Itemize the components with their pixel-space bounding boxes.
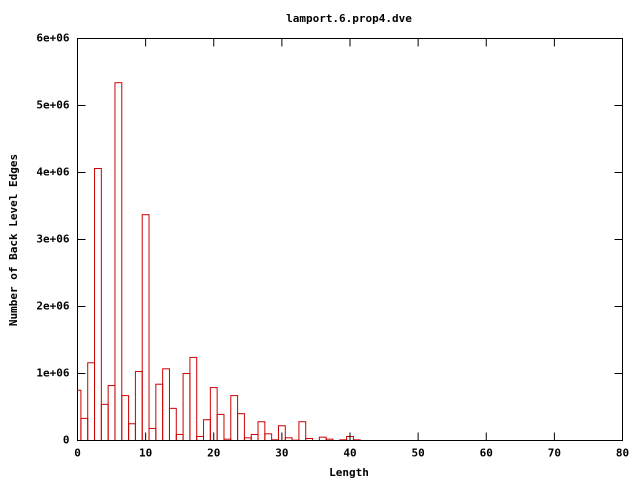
bar <box>115 83 122 441</box>
y-axis-label: Number of Back Level Edges <box>7 154 20 326</box>
bar <box>183 374 190 441</box>
x-tick-label: 40 <box>343 447 356 460</box>
y-tick-label: 5e+06 <box>36 99 69 112</box>
x-tick-label: 30 <box>275 447 288 460</box>
bar <box>108 386 115 441</box>
bar <box>163 369 170 441</box>
bar <box>135 371 142 440</box>
x-tick-label: 70 <box>548 447 561 460</box>
bar <box>251 434 258 440</box>
bars <box>74 83 360 441</box>
bar <box>319 437 326 440</box>
bar <box>231 396 238 441</box>
y-tick-label: 1e+06 <box>36 367 69 380</box>
bar <box>149 428 156 440</box>
chart-title: lamport.6.prop4.dve <box>286 12 412 25</box>
x-tick-label: 80 <box>616 447 629 460</box>
bar <box>169 408 176 440</box>
bar <box>156 384 163 440</box>
bar <box>122 396 129 441</box>
x-tick-label: 10 <box>139 447 152 460</box>
x-tick-label: 60 <box>480 447 493 460</box>
y-tick-label: 3e+06 <box>36 233 69 246</box>
bar <box>129 424 136 441</box>
bar <box>265 434 272 441</box>
bar <box>88 363 95 441</box>
bar <box>81 418 88 440</box>
y-tick-label: 6e+06 <box>36 32 69 45</box>
x-axis-label: Length <box>329 466 369 479</box>
x-tick-label: 20 <box>207 447 220 460</box>
bar <box>142 215 149 441</box>
bar <box>95 168 102 440</box>
bar <box>190 357 197 440</box>
x-tick-label: 50 <box>412 447 425 460</box>
bar <box>258 422 265 441</box>
plot-frame <box>78 39 623 441</box>
bar <box>101 404 108 440</box>
bar <box>299 422 306 441</box>
y-tick-label: 4e+06 <box>36 166 69 179</box>
bar <box>197 436 204 440</box>
bar <box>238 414 245 441</box>
y-tick-label: 0 <box>63 434 70 447</box>
bar <box>217 414 224 440</box>
y-tick-label: 2e+06 <box>36 300 69 313</box>
x-tick-label: 0 <box>74 447 81 460</box>
bar <box>176 434 183 440</box>
bar <box>204 420 211 441</box>
